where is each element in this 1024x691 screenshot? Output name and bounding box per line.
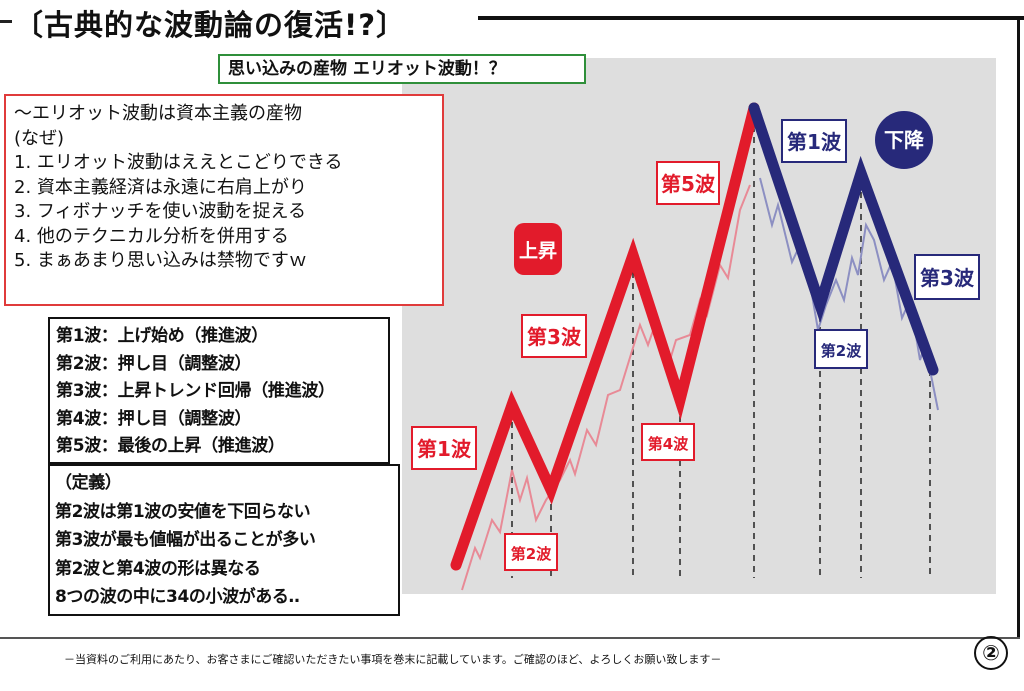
- down-wave-1-label: 第1波: [787, 130, 842, 154]
- up-wave-2-label: 第2波: [511, 545, 552, 563]
- down-wave-2-label: 第2波: [821, 342, 862, 360]
- title-row: 〔古典的な波動論の復活!?〕: [0, 0, 1024, 44]
- up-wave-4-label: 第4波: [648, 435, 689, 453]
- reason-line: (なぜ): [14, 127, 65, 149]
- frame-right: [1017, 16, 1020, 638]
- reason-line: 2. 資本主義経済は永遠に右肩上がり: [14, 176, 307, 198]
- rise-label: 上昇: [519, 240, 557, 262]
- page-title: 〔古典的な波動論の復活!?〕: [14, 8, 407, 42]
- rule-line: 第3波が最も値幅が出ることが多い: [55, 530, 316, 551]
- up-wave-5-label: 第5波: [661, 172, 716, 196]
- wave-definition: 第2波：押し目（調整波）: [56, 353, 252, 374]
- reason-line: 4. 他のテクニカル分析を併用する: [14, 225, 289, 247]
- fall-label: 下降: [884, 128, 925, 152]
- down-wave-labels: 第1波 第2波 第3波: [781, 119, 980, 369]
- page-number-text: ②: [982, 641, 1000, 665]
- reason-line: 1. エリオット波動はええとこどりできる: [14, 152, 343, 173]
- up-wave-labels: 第1波 第2波 第3波 第4波 第5波: [411, 161, 720, 571]
- wave-definition: 第1波：上げ始め（推進波）: [56, 326, 268, 346]
- title-dash: [0, 20, 12, 23]
- reason-line: 3. フィボナッチを使い波動を捉える: [14, 201, 306, 222]
- rise-badge: [514, 223, 562, 275]
- frame-bottom: [0, 637, 1020, 639]
- rule-line: 第2波と第4波の形は異なる: [55, 558, 261, 579]
- down-wave-3-label: 第3波: [920, 266, 975, 290]
- main-wave-down: [748, 102, 939, 376]
- up-wave-1-label: 第1波: [417, 437, 472, 461]
- wave-definition: 第5波：最後の上昇（推進波）: [56, 436, 285, 456]
- reason-line: 5. まぁあまり思い込みは禁物ですｗ: [14, 250, 307, 271]
- wave-definition: 第4波：押し目（調整波）: [56, 408, 252, 429]
- sub-waves-up: [461, 184, 751, 591]
- reason-line: ～エリオット波動は資本主義の産物: [14, 103, 302, 124]
- rule-line: 8つの波の中に34の小波がある‥: [55, 587, 300, 608]
- reasons-box: ～エリオット波動は資本主義の産物 (なぜ) 1. エリオット波動はええとこどりで…: [4, 94, 444, 306]
- rule-line: （定義）: [55, 473, 122, 493]
- wave-definitions-box: 第1波：上げ始め（推進波） 第2波：押し目（調整波） 第3波：上昇トレンド回帰（…: [48, 317, 390, 464]
- subtitle-box: 思い込みの産物 エリオット波動！？: [218, 54, 586, 84]
- rule-line: 第2波は第1波の安値を下回らない: [55, 501, 311, 522]
- wave-definition: 第3波：上昇トレンド回帰（推進波）: [56, 381, 335, 401]
- main-wave-up: [450, 102, 760, 571]
- page-number: ②: [974, 636, 1008, 670]
- fall-badge: [875, 111, 933, 169]
- footer-disclaimer: －当資料のご利用にあたり、お客さまにご確認いただきたい事項を巻末に記載しています…: [64, 653, 722, 666]
- up-wave-3-label: 第3波: [527, 325, 582, 349]
- title-rule: [478, 16, 1024, 20]
- rules-box: （定義） 第2波は第1波の安値を下回らない 第3波が最も値幅が出ることが多い 第…: [48, 464, 400, 616]
